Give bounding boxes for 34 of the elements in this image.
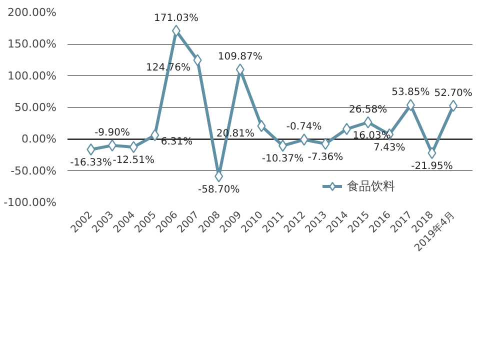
data-label: 6.31% — [160, 136, 193, 148]
y-tick-label: -100.00% — [4, 196, 57, 209]
point — [150, 129, 160, 142]
point — [108, 139, 117, 152]
data-label: 171.03% — [154, 12, 198, 24]
point — [321, 138, 330, 150]
data-label: -58.70% — [198, 184, 240, 196]
y-tick-label: 50.00% — [14, 101, 57, 114]
point — [172, 24, 180, 37]
data-label: 53.85% — [392, 87, 430, 98]
point — [342, 122, 352, 136]
data-label: -0.74% — [286, 122, 322, 133]
data-label: 52.70% — [434, 88, 472, 99]
data-label: -21.95% — [411, 161, 453, 172]
point — [193, 54, 202, 66]
point — [214, 170, 224, 182]
y-tick-label: 100.00% — [8, 69, 57, 82]
point — [300, 134, 308, 146]
data-label: -12.51% — [112, 155, 154, 166]
data-label: 109.87% — [218, 52, 262, 63]
data-label: -16.33% — [70, 158, 112, 169]
y-tick-label: -50.00% — [10, 164, 57, 178]
point — [364, 116, 372, 128]
legend-label: 食品饮料 — [347, 178, 395, 194]
y-tick-label: 150.00% — [8, 38, 57, 51]
data-label: 7.43% — [373, 142, 406, 154]
point — [449, 100, 458, 112]
data-label: -10.37% — [262, 154, 304, 165]
data-label: -7.36% — [308, 152, 344, 163]
y-tick-label: 0.00% — [22, 132, 57, 146]
data-label: -9.90% — [94, 127, 130, 138]
y-tick-label: 200.00% — [8, 6, 57, 19]
point — [278, 140, 288, 152]
data-label: 26.58% — [348, 104, 388, 116]
